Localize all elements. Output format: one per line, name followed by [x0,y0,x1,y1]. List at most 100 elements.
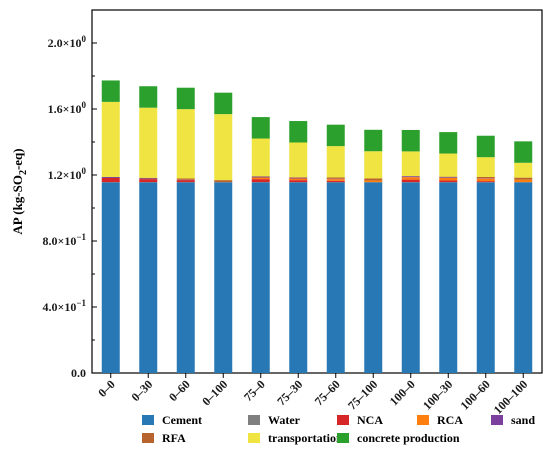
bar-segment-transportation [101,101,120,177]
bar-segment-rfa [364,178,383,181]
legend-label: sand [511,413,535,427]
bar-segment-transportation [439,153,458,177]
bar-segment-transportation [326,146,345,178]
bar-segment-transportation [476,157,495,177]
x-tick-label: 100–60 [458,377,493,412]
bar-segment-transportation [176,109,195,179]
bar-segment-nca [476,181,495,183]
legend-swatch [248,415,260,425]
bar-segment-concrete-production [364,129,383,152]
bar-segment-cement [326,182,345,373]
bar-segment-rca [251,177,270,180]
y-tick-label: 4.0×10−1 [43,298,87,314]
legend-item-cement: Cement [142,413,202,427]
bar-segment-rfa [476,176,495,179]
legend-swatch [142,433,154,443]
bar-segment-rca [289,178,308,181]
bar-segment-rfa [176,178,195,180]
bar-segment-concrete-production [439,132,458,154]
x-tick-label: 75–30 [274,377,305,408]
x-tick-label: 0–60 [166,377,193,404]
bar-segment-cement [251,182,270,373]
legend-swatch [417,415,429,425]
bar-segment-cement [289,182,308,373]
y-axis-label: AP (kg-SO2-eq) [10,148,29,234]
x-tick-label: 0–100 [199,377,230,408]
x-tick-label: 0–30 [129,377,156,404]
bar-segment-rca [439,177,458,181]
plot-frame [91,9,543,374]
x-tick-label: 100–0 [387,377,418,408]
legend-label: RFA [162,431,186,445]
bar-segment-cement [176,182,195,373]
bar-segment-rfa [514,177,533,180]
bar-segment-rfa [326,177,345,179]
bar-segment-rca [401,177,420,180]
legend-label: RCA [437,413,463,427]
bar-segment-nca [101,177,120,183]
bar-segment-rca [326,179,345,181]
legend-item-water: Water [248,413,301,427]
bar-segment-concrete-production [401,129,420,152]
legend-swatch [142,415,154,425]
x-tick-label: 100–30 [420,377,455,412]
bar-segment-nca [139,179,158,183]
bar-segment-concrete-production [326,124,345,147]
legend-label: Water [268,413,301,427]
x-axis-ticks: 0–0 0–30 0–60 0–100 75–0 75–30 75–60 75–100 100–… [95,373,530,417]
bar-segment-nca [439,180,458,183]
bar-segment-cement [514,182,533,373]
bar-segment-rca [476,178,495,182]
bar-segment-cement [101,182,120,373]
x-tick-label: 0–0 [95,377,118,400]
x-tick-label: 100–100 [491,377,531,417]
bar-segment-transportation [214,114,233,181]
bar-segment-transportation [251,138,270,177]
legend-swatch [337,415,349,425]
y-axis-ticks: 0.0 4.0×10−1 8.0×10−1 1.2×100 1.6×100 2.0×100 [43,9,97,380]
bar-segment-concrete-production [251,117,270,139]
legend-swatch [248,433,260,443]
bar-segment-cement [439,182,458,373]
legend-label: NCA [357,413,383,427]
legend-item-rfa: RFA [142,431,186,445]
y-tick-label: 0.0 [71,366,86,380]
legend-item-transportation: transportation [248,431,343,445]
bar-segment-sand [251,176,270,178]
plot-area [91,9,543,374]
bar-segment-concrete-production [214,92,233,115]
bar-segment-cement [214,182,233,373]
x-tick-label: 75–100 [345,377,380,412]
bar-segment-sand [289,177,308,179]
legend-label: Cement [162,413,202,427]
y-tick-label: 1.2×100 [48,166,87,182]
legend: Cement Water NCA RCA sand RFA transportation co… [142,413,535,445]
bar-segment-nca [326,180,345,183]
legend-label: transportation [268,431,343,445]
x-tick-label: 75–60 [312,377,343,408]
bar-segment-sand [401,176,420,178]
bar-segment-rfa [289,177,308,178]
legend-label: concrete production [357,431,460,445]
bar-segment-transportation [289,142,308,178]
legend-item-rca: RCA [417,413,463,427]
legend-item-sand: sand [491,413,535,427]
legend-item-nca: NCA [337,413,383,427]
legend-swatch [337,433,349,443]
bar-segment-transportation [401,151,420,177]
bar-segment-concrete-production [176,87,195,110]
bar-segment-transportation [364,151,383,179]
y-tick-label: 8.0×10−1 [43,232,87,248]
bar-segment-rfa [139,177,158,179]
bar-segment-cement [364,182,383,373]
bar-segment-concrete-production [101,80,120,102]
bar-segment-concrete-production [139,86,158,108]
bar-segment-nca [251,179,270,183]
legend-item-concrete-production: concrete production [337,431,460,445]
bar-segment-rfa [214,180,233,183]
bar-segment-sand [139,178,158,180]
bar-segment-cement [401,182,420,373]
bar-segment-transportation [514,162,533,178]
